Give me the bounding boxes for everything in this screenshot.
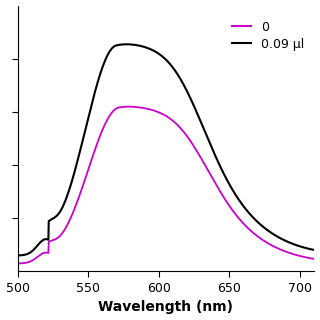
X-axis label: Wavelength (nm): Wavelength (nm)	[99, 300, 233, 315]
Legend: 0, 0.09 μl: 0, 0.09 μl	[228, 17, 308, 54]
